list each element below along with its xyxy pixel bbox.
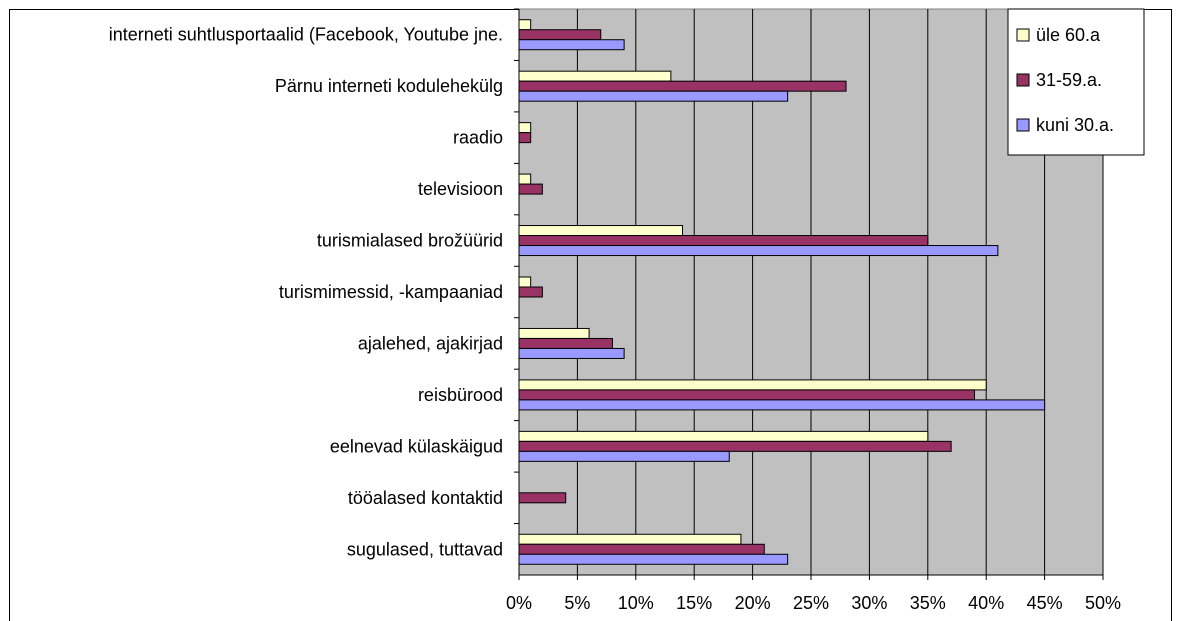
legend-box <box>1007 8 1145 156</box>
category-label: televisioon <box>418 179 503 199</box>
bar <box>518 19 532 31</box>
bar <box>518 492 567 504</box>
legend-label: kuni 30.a. <box>1036 115 1114 135</box>
bar <box>518 235 929 247</box>
category-label: Pärnu interneti kodulehekülg <box>275 76 503 96</box>
x-tick-label: 25% <box>793 593 829 613</box>
bar <box>518 39 625 51</box>
x-tick-label: 10% <box>618 593 654 613</box>
bar <box>518 379 987 391</box>
bar <box>518 533 742 545</box>
legend-label: 31-59.a. <box>1036 70 1102 90</box>
legend-swatch <box>1016 73 1030 87</box>
bar <box>518 90 789 102</box>
legend-label: üle 60.a <box>1036 25 1101 45</box>
bar <box>518 225 684 237</box>
bar <box>518 399 1046 411</box>
x-tick-label: 40% <box>968 593 1004 613</box>
bar <box>518 543 765 555</box>
x-tick-label: 45% <box>1027 593 1063 613</box>
category-label: sugulased, tuttavad <box>347 539 503 559</box>
bar <box>518 430 929 442</box>
x-tick-label: 35% <box>910 593 946 613</box>
category-label: tööalased kontaktid <box>348 488 503 508</box>
bar <box>518 132 532 144</box>
bar <box>518 337 613 349</box>
x-tick-label: 15% <box>676 593 712 613</box>
category-label: turismialased brožüürid <box>317 231 503 251</box>
x-tick-label: 5% <box>564 593 590 613</box>
bar <box>518 347 625 359</box>
x-axis-ticks: 0% 5% 10% 15% 20% 25% 30% 35% 40% 45% 50% <box>506 575 1121 613</box>
bar <box>518 80 847 92</box>
bar <box>518 553 789 565</box>
bar <box>518 245 999 257</box>
category-label: interneti suhtlusportaalid (Facebook, Yo… <box>109 25 503 45</box>
category-label: ajalehed, ajakirjad <box>358 333 503 353</box>
bar <box>518 173 532 185</box>
bar <box>518 286 543 298</box>
category-label: eelnevad külaskäigud <box>330 436 503 456</box>
legend: üle 60.a 31-59.a. kuni 30.a. <box>1007 8 1145 156</box>
category-label: turismimessid, -kampaaniad <box>279 282 503 302</box>
x-tick-label: 0% <box>506 593 532 613</box>
bar <box>518 70 672 82</box>
category-label: reisbürood <box>418 385 503 405</box>
category-label: raadio <box>453 128 503 148</box>
category-labels: interneti suhtlusportaalid (Facebook, Yo… <box>109 8 519 559</box>
x-tick-label: 30% <box>851 593 887 613</box>
bar <box>518 183 543 195</box>
bar <box>518 389 976 401</box>
bar <box>518 122 532 134</box>
bar <box>518 276 532 288</box>
x-tick-label: 20% <box>735 593 771 613</box>
bar <box>518 450 730 462</box>
legend-swatch <box>1016 28 1030 42</box>
bar <box>518 440 952 452</box>
bar <box>518 327 590 339</box>
x-tick-label: 50% <box>1085 593 1121 613</box>
legend-swatch <box>1016 118 1030 132</box>
bar <box>518 29 602 41</box>
